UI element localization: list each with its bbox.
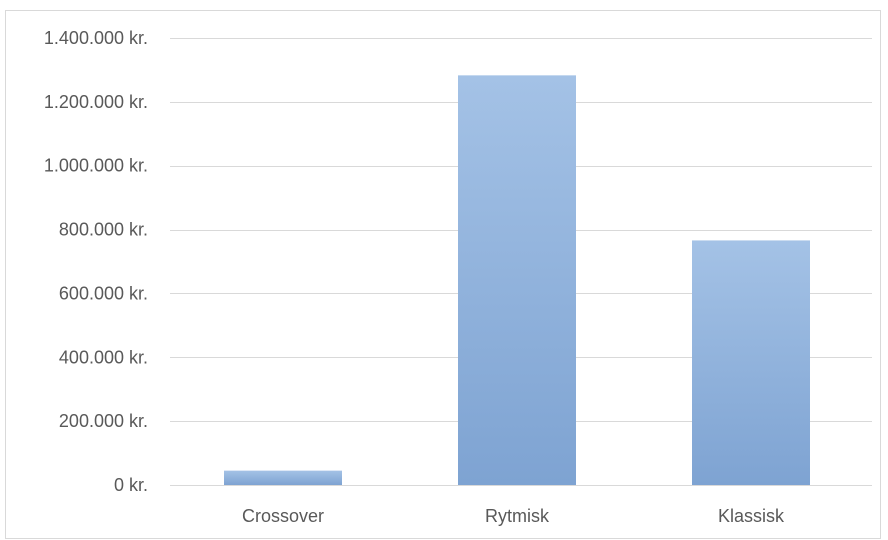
x-tick-label: Klassisk bbox=[718, 506, 785, 526]
y-tick-label: 1.000.000 kr. bbox=[44, 156, 148, 176]
y-tick-label: 600.000 kr. bbox=[59, 283, 148, 303]
x-tick-label: Crossover bbox=[242, 506, 324, 526]
x-tick-label: Rytmisk bbox=[485, 506, 550, 526]
bar-klassisk bbox=[692, 240, 810, 485]
y-tick-label: 0 kr. bbox=[114, 475, 148, 495]
bar-crossover bbox=[224, 470, 342, 485]
bar-rytmisk bbox=[458, 75, 576, 485]
x-axis-tick-labels: Crossover Rytmisk Klassisk bbox=[242, 506, 785, 526]
y-tick-label: 800.000 kr. bbox=[59, 220, 148, 240]
bars bbox=[224, 75, 810, 485]
y-tick-label: 400.000 kr. bbox=[59, 347, 148, 367]
y-axis-tick-labels: 0 kr. 200.000 kr. 400.000 kr. 600.000 kr. 80… bbox=[44, 28, 148, 495]
y-tick-label: 1.200.000 kr. bbox=[44, 92, 148, 112]
y-tick-label: 1.400.000 kr. bbox=[44, 28, 148, 48]
y-tick-label: 200.000 kr. bbox=[59, 411, 148, 431]
